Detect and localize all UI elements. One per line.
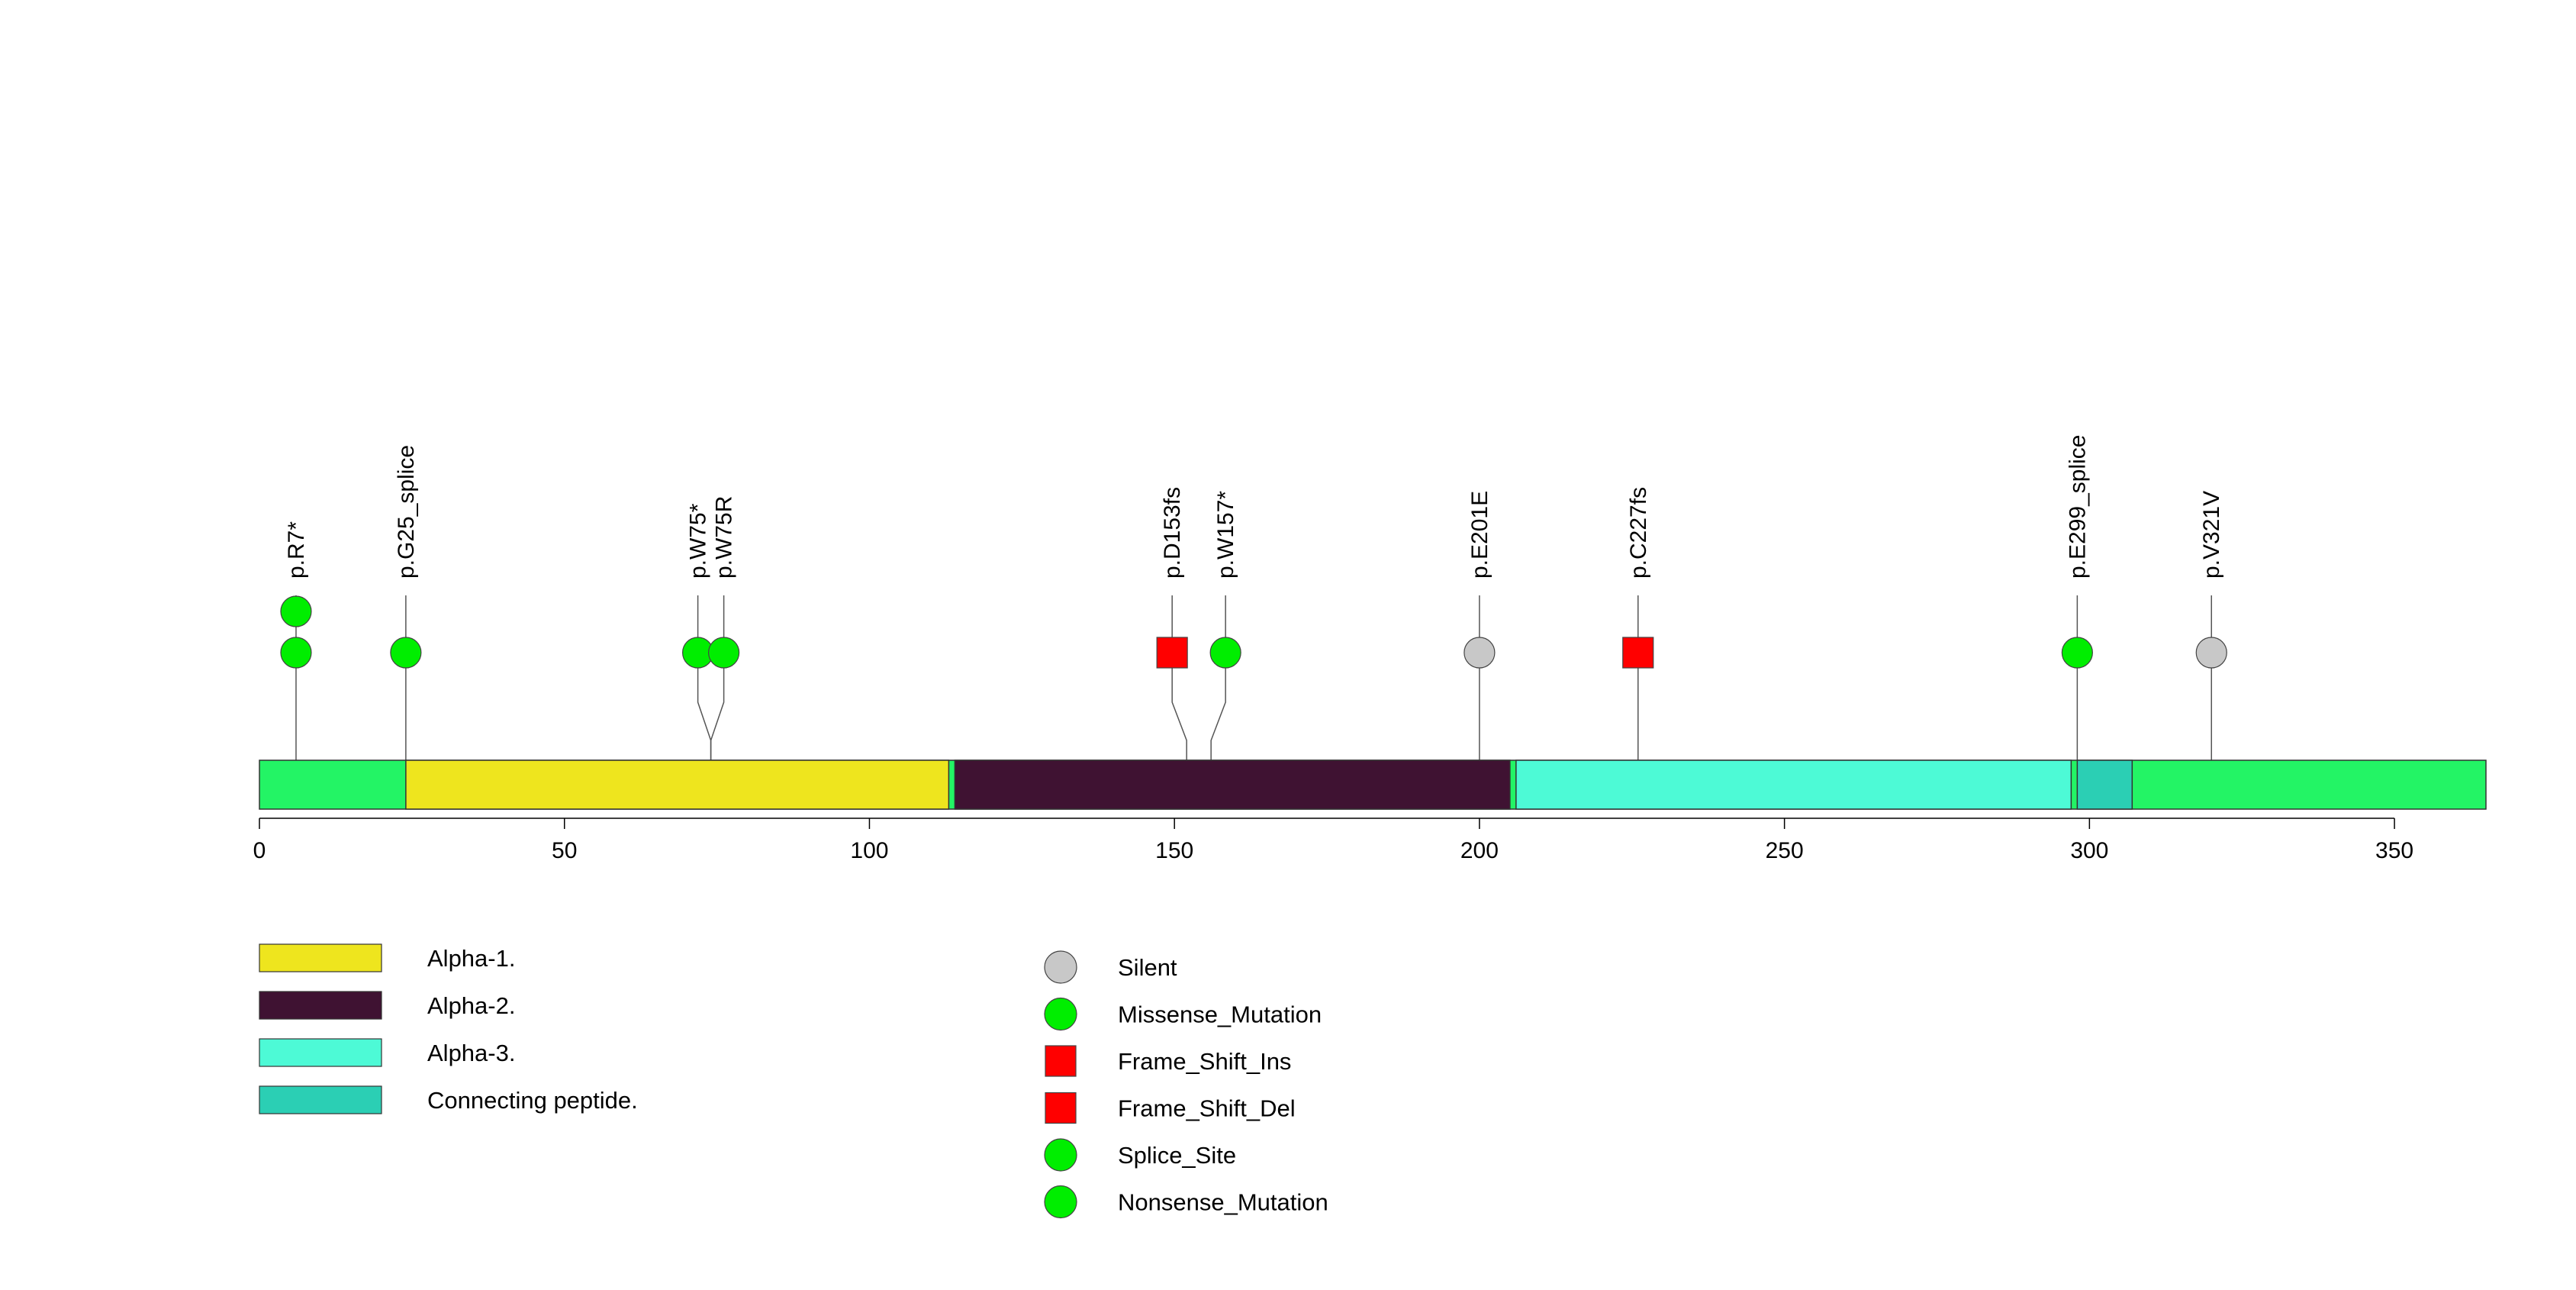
mutation-label-p-e201e: p.E201E [1467, 491, 1492, 579]
legend-marker-silent [1044, 950, 1077, 984]
legend-swatch-alpha-2 [259, 991, 382, 1020]
legend-marker-splice-site [1044, 1138, 1077, 1172]
legend-label-alpha-1: Alpha-1. [427, 945, 515, 972]
domain-connecting-peptide [2076, 759, 2133, 810]
legend-marker-frame-shift-ins [1045, 1045, 1077, 1077]
marker-p-r7 [280, 637, 312, 669]
legend-label-alpha-2: Alpha-2. [427, 992, 515, 1019]
marker-p-c227fs [1622, 637, 1654, 669]
legend-label-nonsense-mutation: Nonsense_Mutation [1118, 1189, 1328, 1216]
legend-swatch-connecting-peptide [259, 1085, 382, 1114]
marker-p-w157 [1209, 637, 1241, 669]
x-axis: 0 50 100 150 200 250 300 350 [253, 818, 2413, 863]
mutation-type-legend: Silent Missense_Mutation Frame_Shift_Ins Fr… [1044, 950, 1328, 1219]
legend-label-splice-site: Splice_Site [1118, 1142, 1236, 1169]
domain-legend: Alpha-1. Alpha-2. Alpha-3. Connecting pepti… [259, 943, 638, 1114]
x-tick-label-300: 300 [2070, 838, 2108, 863]
x-tick-label-50: 50 [552, 838, 577, 863]
protein-backbone-layer [259, 759, 2487, 810]
mutation-label-p-c227fs: p.C227fs [1626, 487, 1651, 579]
x-tick-label-150: 150 [1155, 838, 1193, 863]
domain-alpha-2 [954, 759, 1511, 810]
x-tick-label-0: 0 [253, 838, 266, 863]
legend-swatch-alpha-1 [259, 943, 382, 972]
domain-alpha-1 [405, 759, 950, 810]
domain-alpha-3 [1515, 759, 2072, 810]
marker-p-v321v [2195, 637, 2227, 669]
legend-swatch-alpha-3 [259, 1038, 382, 1067]
x-tick-label-350: 350 [2375, 838, 2413, 863]
mutation-label-p-e299-splice: p.E299_splice [2065, 435, 2090, 579]
legend-label-alpha-3: Alpha-3. [427, 1040, 515, 1066]
x-tick-label-200: 200 [1460, 838, 1499, 863]
marker-p-e201e [1463, 637, 1496, 669]
x-tick-label-250: 250 [1766, 838, 1804, 863]
mutation-label-p-r7: p.R7* [284, 521, 309, 579]
legend-marker-frame-shift-del [1045, 1092, 1077, 1124]
mutation-labels-layer: p.R7* p.G25_splice p.W75* p.W75R p.D153fs p.W… [284, 435, 2224, 579]
marker-p-g25-splice [390, 637, 422, 669]
legend-label-frame-shift-del: Frame_Shift_Del [1118, 1095, 1296, 1122]
mutation-label-p-v321v: p.V321V [2199, 491, 2224, 579]
mutation-label-p-g25-splice: p.G25_splice [394, 445, 419, 579]
legend-marker-missense-mutation [1044, 997, 1077, 1031]
x-tick-label-100: 100 [850, 838, 888, 863]
mutation-markers-layer [280, 595, 2227, 669]
marker-p-d153fs [1156, 637, 1188, 669]
mutation-label-p-w75: p.W75* [686, 503, 711, 579]
mutation-label-p-w75r: p.W75R [712, 496, 737, 579]
marker-p-e299-splice [2061, 637, 2093, 669]
legend-label-missense-mutation: Missense_Mutation [1118, 1001, 1322, 1028]
marker-p-r7-1 [280, 595, 312, 627]
marker-p-w75r [707, 637, 740, 669]
mutation-label-p-w157: p.W157* [1213, 491, 1238, 579]
legend-label-frame-shift-ins: Frame_Shift_Ins [1118, 1048, 1291, 1075]
legend-label-silent: Silent [1118, 954, 1177, 981]
legend-marker-nonsense-mutation [1044, 1185, 1077, 1219]
legend-label-connecting-peptide: Connecting peptide. [427, 1087, 638, 1114]
mutation-label-p-d153fs: p.D153fs [1160, 487, 1185, 579]
